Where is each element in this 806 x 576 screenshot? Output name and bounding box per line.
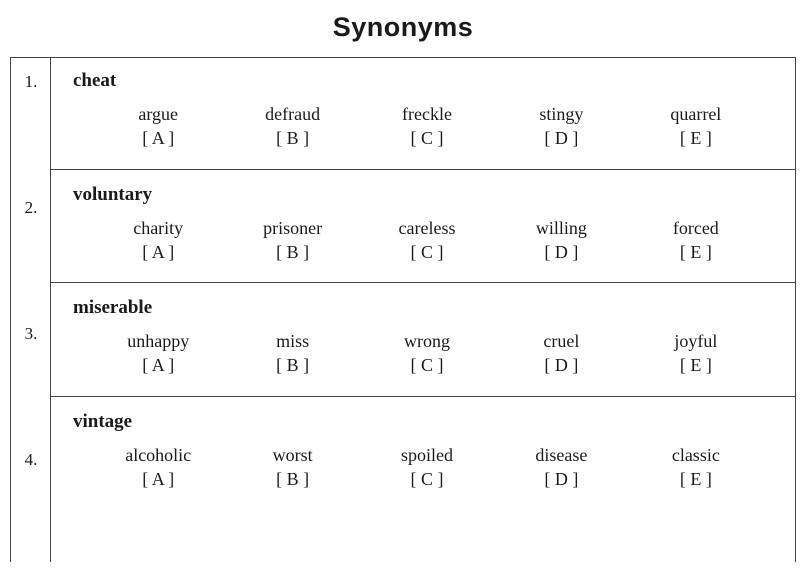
- choice-option[interactable]: joyful [ E ]: [629, 329, 763, 378]
- question-block: voluntary charity [ A ] prisoner [ B ] c…: [51, 172, 795, 286]
- choices-row: alcoholic [ A ] worst [ B ] spoiled [ C …: [67, 443, 767, 502]
- choice-word: forced: [629, 216, 763, 240]
- choice-word: willing: [494, 216, 628, 240]
- question-prompt: cheat: [73, 70, 767, 92]
- number-column: 1. 2. 3. 4.: [11, 58, 51, 562]
- choice-letter: [ B ]: [225, 240, 359, 264]
- choice-option[interactable]: willing [ D ]: [494, 216, 628, 265]
- question-block: cheat argue [ A ] defraud [ B ] freckle: [51, 58, 795, 172]
- choice-letter: [ E ]: [629, 126, 763, 150]
- choice-letter: [ C ]: [360, 126, 494, 150]
- choice-option[interactable]: forced [ E ]: [629, 216, 763, 265]
- choice-word: argue: [91, 102, 225, 126]
- question-block: vintage alcoholic [ A ] worst [ B ] spoi…: [51, 399, 795, 512]
- choice-option[interactable]: cruel [ D ]: [494, 329, 628, 378]
- choice-option[interactable]: classic [ E ]: [629, 443, 763, 492]
- page-title: Synonyms: [10, 12, 796, 43]
- divider: [51, 169, 795, 170]
- choice-word: quarrel: [629, 102, 763, 126]
- choice-letter: [ D ]: [494, 240, 628, 264]
- choice-word: worst: [225, 443, 359, 467]
- choice-word: disease: [494, 443, 628, 467]
- choice-option[interactable]: miss [ B ]: [225, 329, 359, 378]
- choice-option[interactable]: spoiled [ C ]: [360, 443, 494, 492]
- choice-letter: [ C ]: [360, 467, 494, 491]
- choice-word: defraud: [225, 102, 359, 126]
- question-body: vintage alcoholic [ A ] worst [ B ] spoi…: [51, 399, 795, 510]
- choice-letter: [ D ]: [494, 353, 628, 377]
- choice-letter: [ A ]: [91, 126, 225, 150]
- choice-letter: [ E ]: [629, 353, 763, 377]
- question-number: 4.: [11, 436, 51, 562]
- choice-word: charity: [91, 216, 225, 240]
- choice-word: alcoholic: [91, 443, 225, 467]
- choice-word: stingy: [494, 102, 628, 126]
- choice-word: prisoner: [225, 216, 359, 240]
- choice-option[interactable]: alcoholic [ A ]: [91, 443, 225, 492]
- question-number: 1.: [11, 58, 51, 184]
- choice-letter: [ A ]: [91, 353, 225, 377]
- divider: [51, 396, 795, 397]
- choices-row: charity [ A ] prisoner [ B ] careless [ …: [67, 216, 767, 275]
- choice-letter: [ D ]: [494, 467, 628, 491]
- choice-option[interactable]: wrong [ C ]: [360, 329, 494, 378]
- choice-letter: [ E ]: [629, 467, 763, 491]
- choice-option[interactable]: quarrel [ E ]: [629, 102, 763, 151]
- choice-option[interactable]: argue [ A ]: [91, 102, 225, 151]
- choice-letter: [ A ]: [91, 240, 225, 264]
- question-number: 2.: [11, 184, 51, 310]
- choice-option[interactable]: prisoner [ B ]: [225, 216, 359, 265]
- choice-word: cruel: [494, 329, 628, 353]
- choice-option[interactable]: worst [ B ]: [225, 443, 359, 492]
- choice-letter: [ A ]: [91, 467, 225, 491]
- question-body: cheat argue [ A ] defraud [ B ] freckle: [51, 58, 795, 169]
- choices-row: argue [ A ] defraud [ B ] freckle [ C ]: [67, 102, 767, 161]
- choice-letter: [ B ]: [225, 467, 359, 491]
- choice-option[interactable]: freckle [ C ]: [360, 102, 494, 151]
- choice-letter: [ C ]: [360, 240, 494, 264]
- choices-row: unhappy [ A ] miss [ B ] wrong [ C ] c: [67, 329, 767, 388]
- question-block: miserable unhappy [ A ] miss [ B ] wrong: [51, 285, 795, 399]
- choice-option[interactable]: stingy [ D ]: [494, 102, 628, 151]
- choice-word: classic: [629, 443, 763, 467]
- body-column: cheat argue [ A ] defraud [ B ] freckle: [51, 58, 795, 562]
- worksheet-page: Synonyms 1. 2. 3. 4. cheat argue [ A ]: [0, 0, 806, 562]
- choice-letter: [ D ]: [494, 126, 628, 150]
- question-body: voluntary charity [ A ] prisoner [ B ] c…: [51, 172, 795, 283]
- choice-option[interactable]: careless [ C ]: [360, 216, 494, 265]
- choice-option[interactable]: unhappy [ A ]: [91, 329, 225, 378]
- choice-option[interactable]: charity [ A ]: [91, 216, 225, 265]
- questions-table: 1. 2. 3. 4. cheat argue [ A ] defraud: [10, 57, 796, 562]
- choice-word: freckle: [360, 102, 494, 126]
- question-prompt: miserable: [73, 297, 767, 319]
- question-prompt: voluntary: [73, 184, 767, 206]
- choice-word: careless: [360, 216, 494, 240]
- choice-letter: [ B ]: [225, 126, 359, 150]
- choice-letter: [ C ]: [360, 353, 494, 377]
- question-body: miserable unhappy [ A ] miss [ B ] wrong: [51, 285, 795, 396]
- choice-option[interactable]: disease [ D ]: [494, 443, 628, 492]
- divider: [51, 282, 795, 283]
- choice-word: unhappy: [91, 329, 225, 353]
- choice-word: wrong: [360, 329, 494, 353]
- choice-option[interactable]: defraud [ B ]: [225, 102, 359, 151]
- question-prompt: vintage: [73, 411, 767, 433]
- choice-letter: [ E ]: [629, 240, 763, 264]
- choice-word: miss: [225, 329, 359, 353]
- choice-word: spoiled: [360, 443, 494, 467]
- choice-word: joyful: [629, 329, 763, 353]
- choice-letter: [ B ]: [225, 353, 359, 377]
- question-number: 3.: [11, 310, 51, 436]
